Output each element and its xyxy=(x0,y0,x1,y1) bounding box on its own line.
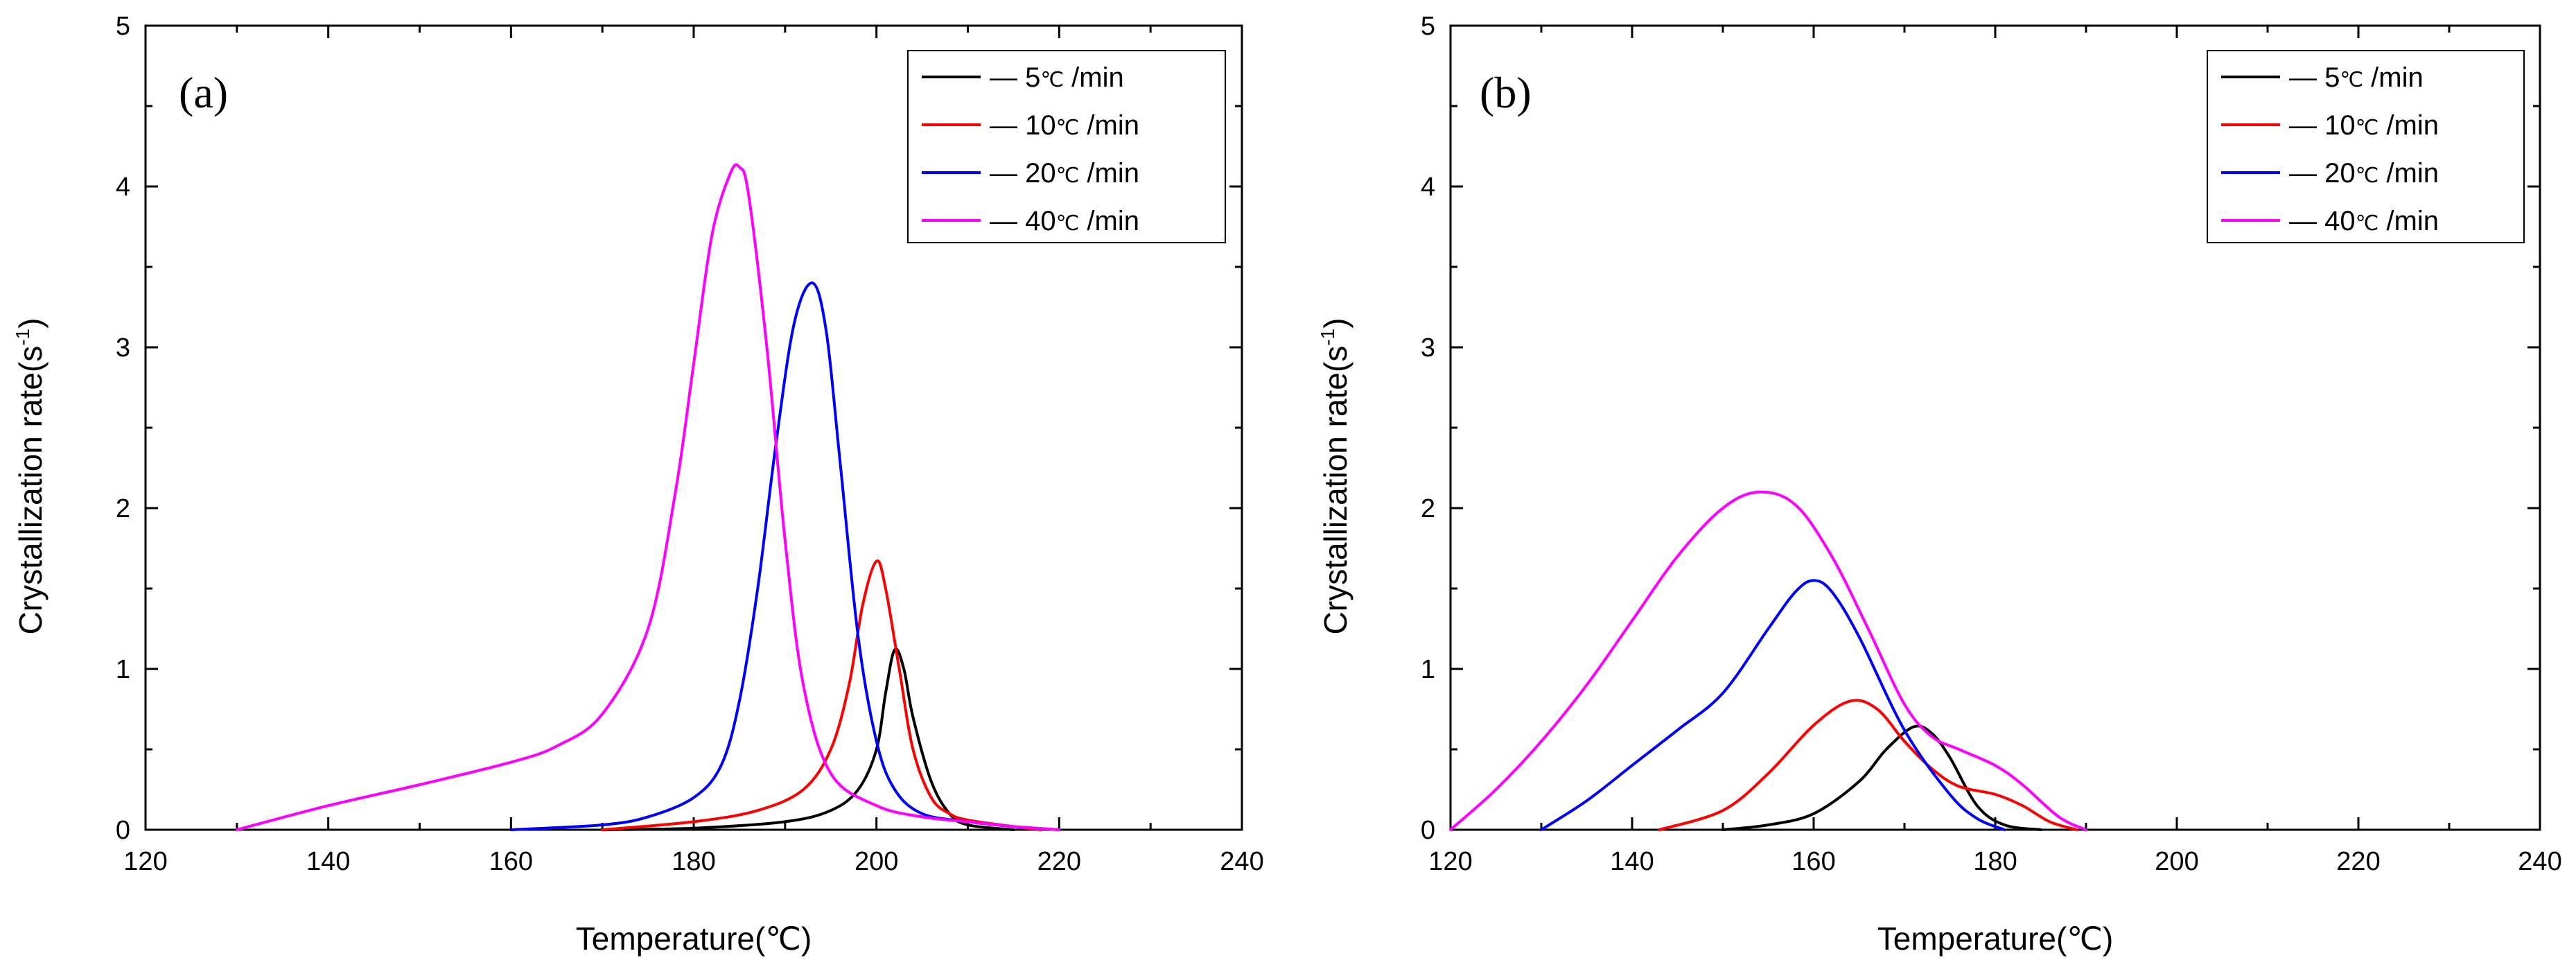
legend-dash: — 5 xyxy=(2289,62,2340,93)
legend-unit-symbol: ℃ xyxy=(2356,116,2379,139)
x-tick-label: 160 xyxy=(1791,847,1835,876)
legend-dash: — 5 xyxy=(990,62,1040,93)
y-tick-label: 1 xyxy=(116,655,130,684)
panel-label: (b) xyxy=(1480,68,1532,117)
y-tick-label: 5 xyxy=(1421,12,1435,41)
legend-unit-rest: /min xyxy=(1064,62,1124,93)
legend-unit-symbol: ℃ xyxy=(1056,164,1080,187)
x-tick-label: 240 xyxy=(2518,847,2561,876)
legend-dash: — 10 xyxy=(990,110,1056,141)
y-axis-title-main: Crystallization rate(s xyxy=(12,346,49,635)
x-axis-title: Temperature(℃) xyxy=(576,921,812,957)
y-tick-label: 3 xyxy=(116,333,130,363)
y-tick-label: 5 xyxy=(116,12,130,41)
legend-unit-rest: /min xyxy=(1079,110,1139,141)
legend-box xyxy=(907,50,1226,243)
y-axis-title-main: Crystallization rate(s xyxy=(1317,346,1353,635)
y-axis-title: Crystallization rate(s-1) xyxy=(1317,318,1353,635)
y-tick-label: 2 xyxy=(116,494,130,523)
legend-entry: — 5℃ /min xyxy=(990,62,1124,93)
x-tick-label: 180 xyxy=(672,847,715,876)
y-tick-label: 1 xyxy=(1421,655,1435,684)
panel-label: (a) xyxy=(179,68,228,117)
legend-unit-rest: /min xyxy=(2363,62,2424,93)
y-tick-label: 0 xyxy=(116,816,130,845)
legend-dash: — 20 xyxy=(990,158,1056,189)
series-line-40-c-per-min xyxy=(235,163,1061,831)
y-tick-label: 4 xyxy=(1421,173,1435,202)
x-tick-label: 220 xyxy=(2336,847,2380,876)
x-tick-label: 240 xyxy=(1220,847,1263,876)
series-line-20-c-per-min xyxy=(1540,579,2006,831)
legend-unit-symbol: ℃ xyxy=(2356,164,2379,187)
legend-entry: — 20℃ /min xyxy=(2289,158,2439,189)
x-tick-label: 220 xyxy=(1037,847,1081,876)
x-tick-label: 140 xyxy=(1610,847,1654,876)
x-tick-label: 180 xyxy=(1973,847,2017,876)
legend-dash: — 40 xyxy=(990,206,1056,236)
legend-unit-symbol: ℃ xyxy=(2356,212,2379,235)
legend-unit-rest: /min xyxy=(2378,206,2439,236)
legend-entry: — 20℃ /min xyxy=(990,158,1139,189)
legend-unit-symbol: ℃ xyxy=(1056,116,1080,139)
legend-dash: — 40 xyxy=(2289,206,2356,236)
y-axis-title-end: ) xyxy=(12,318,49,329)
legend-entry: — 5℃ /min xyxy=(2289,62,2424,93)
chart-panel-b: 120 140 160 180 200 220 240 0 1 2 3 4 5 Temperature(℃… xyxy=(1317,12,2562,957)
legend-box xyxy=(2207,50,2525,243)
legend-entry: — 40℃ /min xyxy=(2289,206,2439,236)
series-line-40-c-per-min xyxy=(1449,490,2087,831)
x-tick-label: 200 xyxy=(855,847,898,876)
y-tick-label: 4 xyxy=(116,173,130,202)
y-axis-title-superscript: -1 xyxy=(12,329,33,346)
series-line-20-c-per-min xyxy=(509,281,1061,831)
legend-unit-rest: /min xyxy=(2378,110,2439,141)
y-tick-label: 3 xyxy=(1421,333,1435,363)
legend-dash: — 20 xyxy=(2289,158,2356,189)
y-axis-title: Crystallization rate(s-1) xyxy=(12,318,49,635)
legend-entry: — 40℃ /min xyxy=(990,206,1139,236)
legend-unit-rest: /min xyxy=(1079,158,1139,189)
chart-panel-a: 120 140 160 180 200 220 240 0 1 2 3 4 5 Temperature(℃… xyxy=(12,12,1264,957)
series-line-5-c-per-min xyxy=(601,647,1015,831)
x-tick-label: 140 xyxy=(306,847,350,876)
series-line-5-c-per-min xyxy=(1721,724,2042,831)
legend-unit-symbol: ℃ xyxy=(2340,69,2363,92)
y-axis-title-end: ) xyxy=(1317,318,1353,329)
x-tick-label: 120 xyxy=(123,847,167,876)
series-line-10-c-per-min xyxy=(1658,699,2078,831)
legend-unit-symbol: ℃ xyxy=(1056,212,1080,235)
legend-unit-symbol: ℃ xyxy=(1040,69,1064,92)
legend-entry: — 10℃ /min xyxy=(2289,110,2439,141)
series-line-10-c-per-min xyxy=(601,559,1042,831)
y-tick-label: 0 xyxy=(1421,816,1435,845)
x-tick-label: 160 xyxy=(489,847,533,876)
legend: — 5℃ /min— 10℃ /min— 20℃ /min— 40℃ /min xyxy=(2207,50,2525,243)
legend-unit-rest: /min xyxy=(1079,206,1139,236)
x-axis-title: Temperature(℃) xyxy=(1877,921,2114,957)
legend-unit-rest: /min xyxy=(2378,158,2439,189)
y-axis-title-superscript: -1 xyxy=(1317,329,1338,346)
legend-dash: — 10 xyxy=(2289,110,2356,141)
x-tick-label: 200 xyxy=(2155,847,2198,876)
y-tick-label: 2 xyxy=(1421,494,1435,523)
legend-entry: — 10℃ /min xyxy=(990,110,1139,141)
x-tick-label: 120 xyxy=(1428,847,1472,876)
legend: — 5℃ /min— 10℃ /min— 20℃ /min— 40℃ /min xyxy=(907,50,1226,243)
